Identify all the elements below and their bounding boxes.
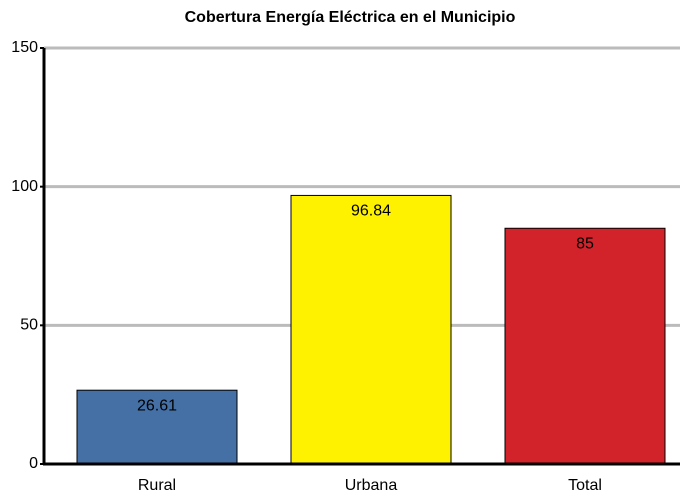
y-tick-label: 0 [29,455,38,472]
chart-title: Cobertura Energía Eléctrica en el Munici… [185,9,516,26]
y-tick-label: 100 [11,178,38,195]
data-label: 96.84 [351,203,391,220]
y-tick-label: 50 [20,317,38,334]
data-label: 85 [576,235,594,252]
y-tick-label: 150 [11,39,38,56]
x-tick-label: Rural [138,477,176,494]
x-tick-label: Urbana [345,477,398,494]
bar [504,227,666,465]
bar [290,194,452,465]
data-label: 26.61 [137,397,177,414]
x-tick-label: Total [568,477,602,494]
bar [76,389,238,465]
